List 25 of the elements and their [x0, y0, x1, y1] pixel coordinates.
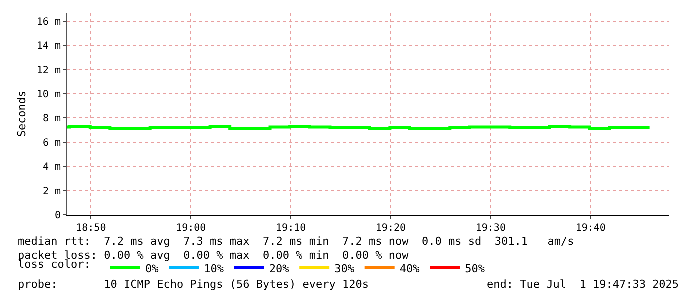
x-tick-label: 19:00 — [176, 223, 206, 234]
text: probe: 10 ICMP Echo Pings (56 Bytes) every 120s — [18, 278, 369, 291]
y-tick-label: 4 m — [42, 162, 61, 174]
y-tick-label: 6 m — [42, 138, 61, 149]
x-tick-label: 19:10 — [276, 223, 306, 234]
y-axis-title: Seconds — [16, 90, 29, 138]
y-tick-label: 12 m — [36, 65, 61, 76]
text: median rtt: 7.2 ms avg 7.3 ms max 7.2 ms min 7.2 ms now 0.0 ms sd 301.1 am/s — [18, 235, 574, 248]
y-tick-label: 16 m — [36, 16, 61, 28]
x-tick-label: 19:40 — [576, 223, 606, 234]
legend-label: 50% — [465, 262, 486, 276]
legend-label: 40% — [400, 262, 420, 276]
y-tick-label: 2 m — [42, 186, 61, 198]
y-tick-label: 8 m — [42, 114, 61, 125]
x-tick-label: 19:20 — [376, 223, 406, 234]
y-tick-label: 14 m — [36, 41, 61, 52]
y-tick-label: 0 — [54, 210, 61, 222]
legend-label: 0% — [145, 262, 160, 276]
x-tick-label: 18:50 — [76, 223, 106, 234]
y-tick-label: 10 m — [36, 90, 61, 101]
legend-label: 10% — [204, 262, 224, 276]
legend-label: 30% — [334, 262, 355, 276]
legend-label: 20% — [269, 262, 290, 276]
text: end: Tue Jul 1 19:47:33 2025 — [487, 278, 680, 291]
x-tick-label: 19:30 — [476, 223, 506, 234]
